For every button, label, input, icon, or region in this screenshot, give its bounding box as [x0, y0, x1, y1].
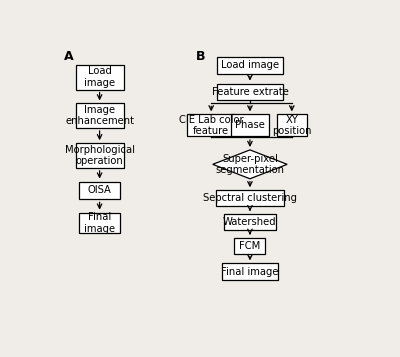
Text: Super-pixel
segmentation: Super-pixel segmentation — [216, 154, 284, 175]
Text: Load
image: Load image — [84, 66, 115, 88]
Text: OISA: OISA — [88, 185, 112, 195]
FancyBboxPatch shape — [231, 114, 268, 136]
FancyBboxPatch shape — [217, 57, 283, 74]
FancyBboxPatch shape — [76, 103, 124, 128]
Polygon shape — [213, 150, 287, 179]
Text: Phase: Phase — [235, 120, 265, 130]
FancyBboxPatch shape — [80, 212, 120, 233]
FancyBboxPatch shape — [277, 114, 306, 136]
FancyBboxPatch shape — [187, 114, 235, 136]
FancyBboxPatch shape — [216, 190, 284, 206]
Text: CIE Lab color
feature: CIE Lab color feature — [179, 115, 244, 136]
Text: XY
position: XY position — [272, 115, 312, 136]
FancyBboxPatch shape — [224, 214, 276, 230]
FancyBboxPatch shape — [76, 143, 124, 168]
Text: Morphological
operation: Morphological operation — [64, 145, 134, 166]
FancyBboxPatch shape — [76, 65, 124, 90]
Text: Sepctral clustering: Sepctral clustering — [203, 193, 297, 203]
Text: Watershed: Watershed — [223, 217, 277, 227]
Text: B: B — [196, 50, 205, 63]
Text: Load image: Load image — [221, 60, 279, 70]
FancyBboxPatch shape — [217, 84, 283, 100]
Text: Feature extrate: Feature extrate — [212, 87, 288, 97]
Text: A: A — [64, 50, 74, 63]
Text: FCM: FCM — [239, 241, 260, 251]
Text: Final image: Final image — [221, 267, 279, 277]
FancyBboxPatch shape — [222, 263, 278, 280]
Text: Image
enhancement: Image enhancement — [65, 105, 134, 126]
FancyBboxPatch shape — [80, 181, 120, 200]
Text: Final
image: Final image — [84, 212, 115, 234]
FancyBboxPatch shape — [234, 238, 266, 254]
